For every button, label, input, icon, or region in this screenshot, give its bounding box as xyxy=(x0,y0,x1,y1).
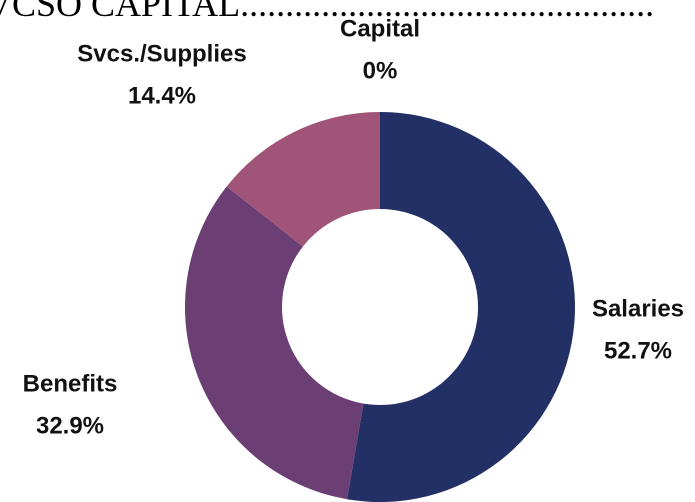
donut-slice xyxy=(347,112,576,502)
donut-slice xyxy=(185,186,364,500)
slice-value: 52.7% xyxy=(604,337,672,364)
slice-value: 32.9% xyxy=(36,412,104,439)
slice-name: Svcs./Supplies xyxy=(77,40,246,67)
slice-name: Capital xyxy=(340,15,420,42)
slice-name: Salaries xyxy=(592,295,684,322)
donut-slice xyxy=(226,112,380,247)
slice-name: Benefits xyxy=(23,370,118,397)
chart-title: VCSO CAPITAL............................… xyxy=(0,0,654,24)
slice-value: 0% xyxy=(363,57,398,84)
slice-value: 14.4% xyxy=(128,82,196,109)
